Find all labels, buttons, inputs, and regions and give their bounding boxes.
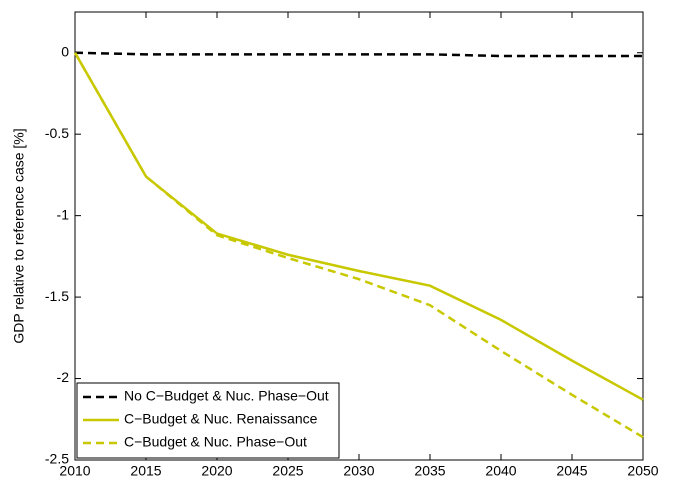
y-tick-label: -1 xyxy=(57,206,70,222)
x-tick-label: 2010 xyxy=(59,463,90,479)
x-tick-label: 2015 xyxy=(130,463,161,479)
x-tick-label: 2020 xyxy=(201,463,232,479)
x-tick-label: 2040 xyxy=(485,463,516,479)
y-tick-label: -0.5 xyxy=(45,125,69,141)
series-line xyxy=(74,51,643,58)
legend-label: No C−Budget & Nuc. Phase−Out xyxy=(124,388,329,404)
legend: No C−Budget & Nuc. Phase−Out C−Budget & N… xyxy=(76,382,340,459)
y-tick-label: -2 xyxy=(57,369,70,385)
y-axis-label: GDP relative to reference case [%] xyxy=(11,128,27,343)
x-tick-label: 2035 xyxy=(414,463,445,479)
y-tick-label: -2.5 xyxy=(45,451,69,467)
x-tick-label: 2045 xyxy=(556,463,587,479)
x-tick-label: 2025 xyxy=(272,463,303,479)
legend-label: C−Budget & Nuc. Renaissance xyxy=(124,411,318,427)
series-line xyxy=(73,52,644,439)
y-tick-label: -1.5 xyxy=(45,288,69,304)
x-tick-label: 2030 xyxy=(343,463,374,479)
x-tick-label: 2050 xyxy=(627,463,658,479)
legend-label: C−Budget & Nuc. Phase−Out xyxy=(124,434,307,450)
legend-box xyxy=(76,382,340,459)
y-tick-label: 0 xyxy=(61,43,69,59)
